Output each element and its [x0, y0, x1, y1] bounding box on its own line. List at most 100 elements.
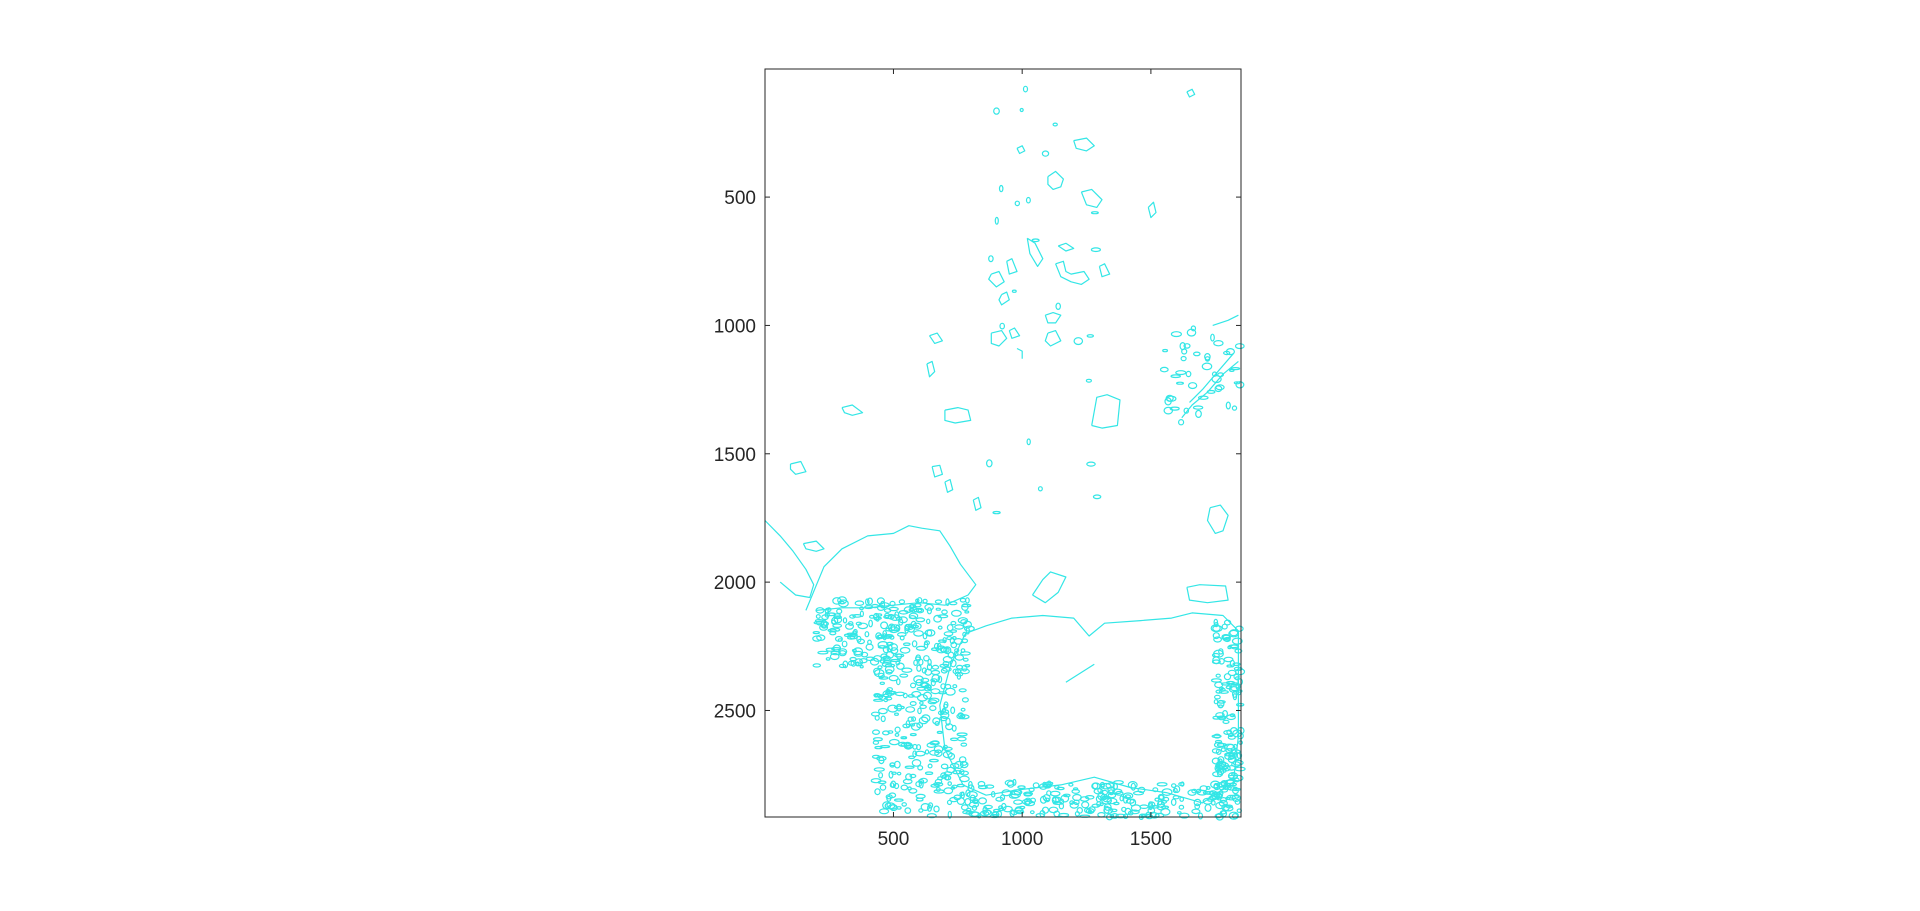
contour-blob	[943, 775, 952, 781]
contour-blob	[1170, 331, 1183, 338]
contour-blob	[1217, 372, 1224, 378]
contour-blob	[1221, 803, 1230, 812]
contour-blob	[1160, 808, 1171, 816]
contour-blob	[827, 628, 837, 633]
contour-blob	[972, 797, 979, 805]
contour-blob	[1043, 797, 1051, 803]
contour-blob	[1219, 785, 1225, 791]
contour-blob	[1229, 713, 1236, 718]
contour-blob	[999, 322, 1006, 330]
contour-blob	[832, 623, 843, 629]
contour-line	[998, 291, 1010, 306]
contour-blob	[890, 780, 897, 789]
contour-blob	[1170, 798, 1177, 807]
contour-blob	[964, 797, 972, 806]
contour-blob	[942, 655, 953, 663]
contour-blob	[1204, 352, 1211, 361]
contour-blob	[952, 684, 958, 689]
contour-blob	[878, 756, 885, 765]
contour-blob	[943, 787, 954, 795]
contour-blob	[1217, 704, 1224, 709]
contour-blob	[909, 624, 920, 629]
contour-blob	[1170, 374, 1181, 379]
contour-blob	[876, 597, 886, 605]
contour-blob	[879, 784, 887, 791]
contour-blob	[893, 782, 900, 790]
contour-blob	[914, 656, 921, 661]
contour-blob	[846, 632, 858, 636]
contour-blob	[960, 742, 968, 747]
contour-blob	[1218, 799, 1228, 807]
contour-blob	[1208, 790, 1218, 796]
contour-blob	[1215, 673, 1221, 678]
contour-blob	[942, 744, 949, 750]
contour-blob	[928, 758, 939, 763]
contour-blob	[1225, 685, 1233, 690]
contour-blob	[936, 730, 943, 735]
contour-blob	[1215, 712, 1225, 719]
contour-blob	[1163, 796, 1170, 802]
contour-blob	[836, 608, 843, 615]
contour-blob	[898, 609, 909, 615]
contour-blob	[1093, 788, 1104, 795]
contour-blob	[1234, 777, 1240, 783]
contour-blob	[910, 722, 921, 731]
contour-blob	[1029, 797, 1037, 804]
contour-blob	[998, 807, 1004, 812]
contour-blob	[943, 703, 948, 709]
contour-blob	[812, 663, 822, 668]
contour-blob	[1230, 644, 1240, 650]
contour-blob	[1124, 794, 1132, 799]
contour-blob	[1187, 382, 1198, 390]
contour-line	[1065, 663, 1095, 683]
contour-blob	[856, 638, 865, 645]
contour-blob	[864, 605, 874, 610]
contour-blob	[880, 715, 886, 723]
contour-blob	[1029, 810, 1035, 815]
contour-blob	[965, 597, 970, 604]
contour-blob	[833, 616, 843, 624]
contour-blob	[825, 647, 836, 652]
contour-line	[764, 520, 815, 599]
contour-blob	[1119, 795, 1124, 802]
contour-blob	[908, 788, 918, 794]
contour-blob	[1130, 782, 1137, 791]
y-tick-label: 500	[724, 188, 756, 209]
contour-blob	[915, 797, 924, 802]
contour-blob	[937, 639, 946, 643]
contour-blob	[896, 631, 907, 637]
contour-blob	[1210, 333, 1215, 342]
contour-line	[1026, 237, 1044, 267]
contour-blob	[1223, 765, 1231, 772]
contour-blob	[1169, 406, 1180, 411]
contour-blob	[1161, 788, 1173, 796]
contour-blob	[872, 698, 884, 702]
contour-blob	[908, 607, 920, 613]
contour-blob	[896, 662, 905, 670]
contour-blob	[918, 658, 924, 666]
contour-blob	[868, 619, 873, 628]
contour-blob	[837, 648, 848, 655]
contour-blob	[918, 780, 924, 789]
contour-blob	[905, 720, 911, 728]
contour-blob	[889, 658, 901, 663]
contour-blob	[886, 641, 894, 647]
contour-blob	[931, 664, 940, 670]
contour-blob	[1113, 780, 1124, 785]
contour-blob	[1181, 348, 1188, 355]
contour-blob	[857, 622, 869, 630]
contour-blob	[889, 762, 896, 768]
contour-blob	[885, 794, 893, 800]
contour-blob	[1231, 761, 1241, 768]
contour-blob	[1025, 196, 1031, 204]
contour-blob	[873, 668, 885, 678]
contour-blob	[915, 607, 925, 614]
contour-blob	[1115, 813, 1126, 819]
contour-blob	[1213, 741, 1225, 749]
contour-blob	[961, 603, 969, 611]
contour-blob	[1026, 438, 1031, 446]
contour-blob	[930, 647, 940, 652]
contour-line	[1008, 327, 1021, 339]
contour-blob	[864, 598, 870, 606]
contour-blob	[901, 667, 913, 673]
